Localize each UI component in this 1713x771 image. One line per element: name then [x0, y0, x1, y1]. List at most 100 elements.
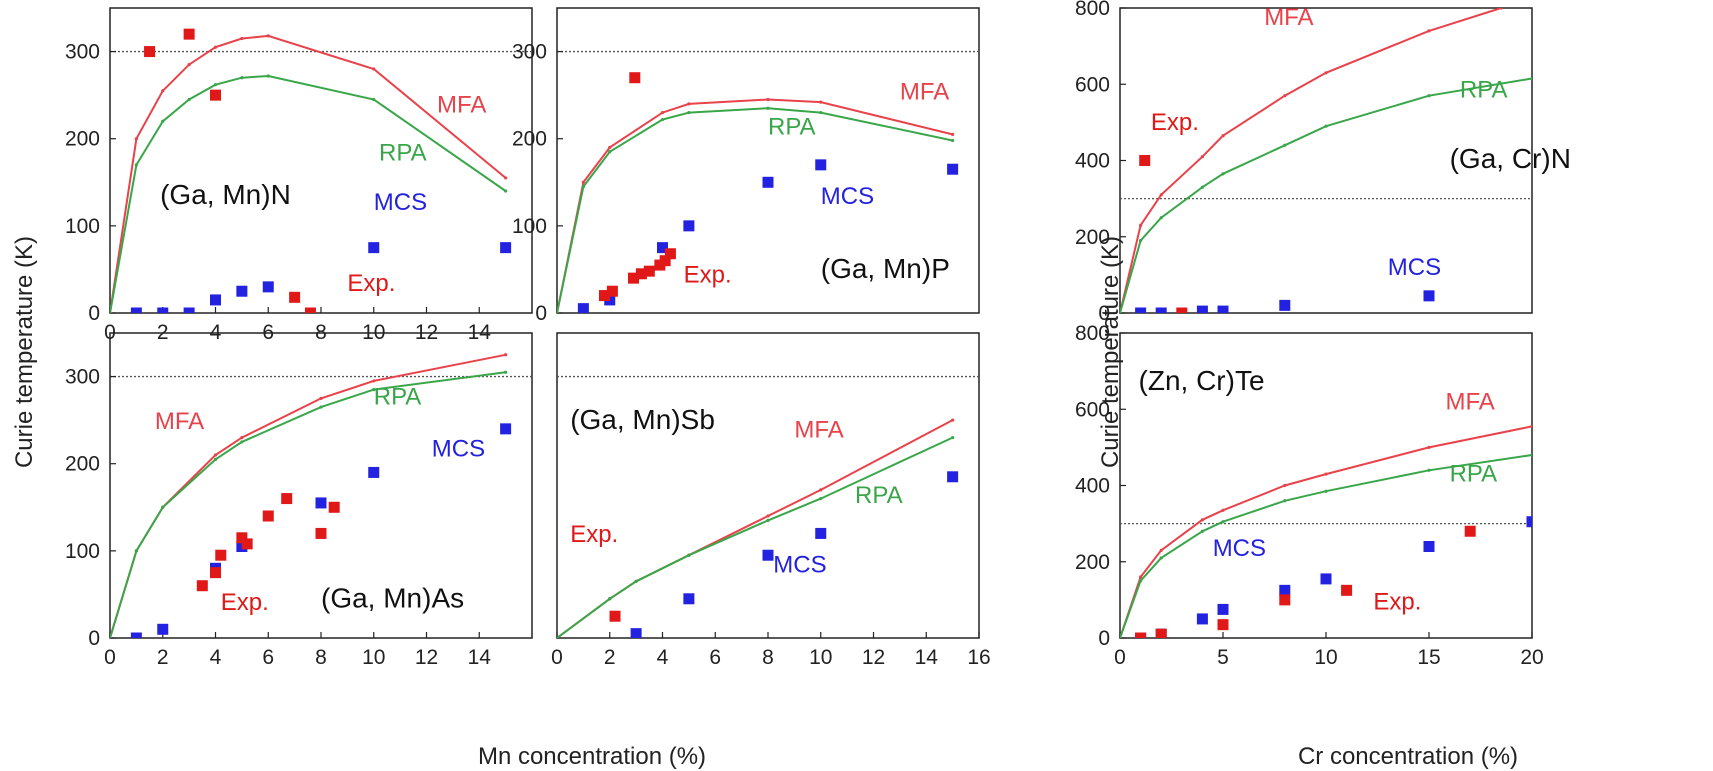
y-tick-label: 200: [65, 453, 100, 476]
series-label-mfa: MFA: [437, 92, 486, 119]
x-tick-label: 20: [1520, 646, 1543, 669]
y-tick-label: 800: [1075, 0, 1110, 20]
series-vertex-rpa: [1120, 636, 1122, 638]
series-vertex-rpa: [557, 636, 559, 638]
series-vertex-rpa: [1283, 143, 1287, 147]
data-point-exp: [183, 28, 195, 40]
series-vertex-rpa: [819, 110, 823, 115]
data-point-exp: [1139, 155, 1151, 166]
series-vertex-mfa: [1499, 8, 1503, 10]
y-tick-label: 0: [88, 302, 100, 325]
x-tick-label: 14: [915, 646, 939, 669]
series-label-mfa: MFA: [155, 408, 204, 435]
series-vertex-rpa: [951, 435, 955, 440]
plot-area: [110, 28, 512, 313]
data-point-mcs: [1196, 613, 1208, 625]
series-vertex-rpa: [240, 440, 244, 444]
x-tick-label: 16: [967, 646, 990, 669]
series-vertex-rpa: [1139, 238, 1143, 243]
data-point-mcs: [1320, 573, 1332, 585]
y-tick-label: 200: [1075, 551, 1110, 574]
x-tick-label: 4: [210, 646, 222, 669]
data-point-exp: [304, 307, 316, 313]
series-vertex-rpa: [1221, 172, 1225, 176]
data-point-exp: [1176, 307, 1188, 313]
panel-title: (Ga, Cr)N: [1450, 143, 1571, 174]
y-tick-label: 300: [65, 366, 100, 389]
series-vertex-rpa: [766, 518, 770, 522]
data-point-exp: [196, 580, 208, 592]
series-label-exp: Exp.: [570, 521, 618, 548]
x-tick-label: 8: [315, 646, 327, 669]
series-label-exp: Exp.: [347, 270, 395, 297]
series-vertex-rpa: [819, 496, 823, 501]
series-vertex-rpa: [110, 311, 112, 313]
data-point-exp: [643, 265, 655, 277]
series-vertex-mfa: [1139, 223, 1143, 227]
series-vertex-mfa: [213, 45, 218, 49]
data-point-mcs: [157, 623, 169, 635]
y-tick-label: 0: [1098, 302, 1110, 325]
series-vertex-mfa: [266, 34, 270, 38]
data-point-mcs: [815, 527, 827, 539]
series-label-mfa: MFA: [1445, 388, 1494, 415]
series-vertex-mfa: [1200, 155, 1204, 159]
data-point-mcs: [368, 466, 380, 478]
data-point-mcs: [630, 628, 642, 638]
series-vertex-rpa: [213, 457, 218, 461]
panel-title: (Ga, Mn)Sb: [570, 404, 715, 435]
data-point-exp: [609, 610, 621, 622]
series-vertex-rpa: [1139, 579, 1143, 583]
plot-area: [110, 353, 512, 638]
series-vertex-rpa: [687, 110, 691, 115]
y-tick-label: 200: [65, 128, 100, 151]
y-tick-label: 0: [1098, 627, 1110, 650]
series-vertex-rpa: [134, 549, 138, 553]
series-label-mfa: MFA: [900, 79, 949, 106]
panel-title: (Ga, Mn)N: [160, 179, 291, 210]
series-label-exp: Exp.: [684, 262, 732, 289]
y-tick-label: 400: [1075, 475, 1110, 498]
series-vertex-rpa: [951, 138, 955, 143]
y-tick-label: 600: [1075, 73, 1110, 96]
data-point-mcs: [262, 281, 274, 293]
series-vertex-rpa: [319, 405, 323, 409]
series-vertex-mfa: [1221, 508, 1225, 512]
data-point-mcs: [762, 176, 774, 188]
series-vertex-mfa: [319, 396, 323, 400]
data-point-mcs: [947, 471, 959, 483]
series-vertex-mfa: [766, 97, 770, 102]
series-vertex-rpa: [634, 579, 638, 583]
series-vertex-mfa: [1324, 472, 1328, 476]
data-point-exp: [659, 255, 671, 267]
series-vertex-rpa: [1324, 124, 1328, 128]
series-vertex-mfa: [951, 132, 955, 136]
data-point-mcs: [1217, 305, 1229, 313]
panel-gacrn: 0 200 400 600 800 (Ga, Cr)N MFA RPA MCS Exp.: [1075, 0, 1571, 325]
data-point-exp: [1217, 619, 1229, 631]
series-label-exp: Exp.: [221, 589, 269, 616]
data-point-mcs: [815, 159, 827, 171]
series-line-mfa: [557, 98, 953, 313]
series-vertex-mfa: [372, 379, 376, 383]
series-vertex-rpa: [687, 553, 691, 557]
series-label-rpa: RPA: [379, 140, 427, 167]
series-vertex-rpa: [161, 505, 165, 509]
series-vertex-rpa: [1324, 489, 1328, 493]
series-vertex-mfa: [161, 89, 165, 93]
y-tick-label: 0: [535, 302, 547, 325]
series-label-rpa: RPA: [374, 383, 422, 410]
series-vertex-rpa: [1221, 520, 1225, 524]
series-vertex-rpa: [1120, 311, 1122, 313]
data-point-mcs: [368, 242, 380, 254]
data-point-exp: [635, 268, 647, 280]
series-vertex-mfa: [1324, 71, 1328, 75]
data-point-exp: [627, 272, 639, 284]
data-point-exp: [210, 567, 221, 579]
data-point-mcs: [500, 242, 512, 254]
series-vertex-mfa: [187, 63, 191, 67]
x-tick-label: 12: [862, 646, 885, 669]
series-vertex-mfa: [213, 453, 218, 457]
x-tick-label: 12: [415, 646, 438, 669]
